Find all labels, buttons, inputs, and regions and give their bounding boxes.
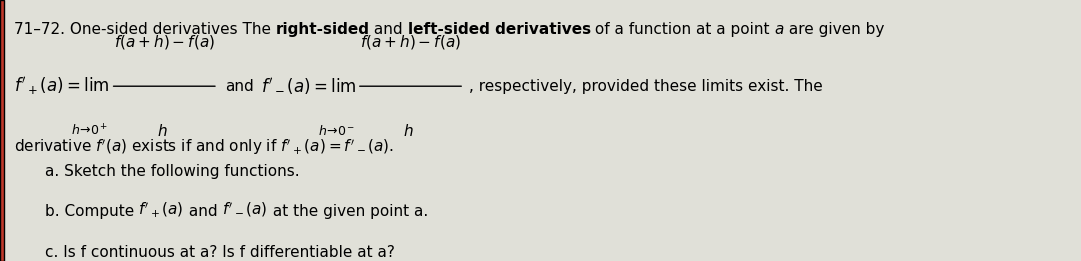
Text: , respectively, provided these limits exist. The: , respectively, provided these limits ex…	[469, 79, 824, 94]
Text: at the given point a.: at the given point a.	[268, 205, 428, 220]
Text: 71–72. One-sided derivatives The: 71–72. One-sided derivatives The	[14, 22, 277, 37]
Text: $h$: $h$	[157, 123, 168, 139]
Text: derivative $f'(a)$ exists if and only if $f'_+(a)=f'_-(a)$.: derivative $f'(a)$ exists if and only if…	[14, 137, 395, 157]
Text: b. Compute: b. Compute	[44, 205, 138, 220]
Text: $f'_-(a)$: $f'_-(a)$	[223, 201, 268, 220]
Text: $f(a+h)-f(a)$: $f(a+h)-f(a)$	[360, 33, 462, 51]
Text: right-sided: right-sided	[276, 22, 370, 37]
Text: $f'_+(a) = \lim$: $f'_+(a) = \lim$	[14, 75, 110, 97]
Text: c. Is f continuous at a? Is f differentiable at a?: c. Is f continuous at a? Is f differenti…	[44, 245, 395, 260]
Text: are given by: are given by	[784, 22, 884, 37]
Text: of a function at a point: of a function at a point	[590, 22, 775, 37]
Text: and: and	[370, 22, 408, 37]
Text: and: and	[184, 205, 223, 220]
Text: $f(a+h)-f(a)$: $f(a+h)-f(a)$	[114, 33, 215, 51]
Text: $h\!\to\!0^-$: $h\!\to\!0^-$	[318, 124, 355, 138]
Text: $h$: $h$	[403, 123, 414, 139]
Text: and: and	[226, 79, 254, 94]
Text: left-sided derivatives: left-sided derivatives	[408, 22, 591, 37]
Text: a: a	[774, 22, 784, 37]
Text: a. Sketch the following functions.: a. Sketch the following functions.	[44, 164, 299, 179]
Text: $f'_-(a) = \lim$: $f'_-(a) = \lim$	[261, 76, 356, 96]
Text: $h\!\to\!0^+$: $h\!\to\!0^+$	[71, 123, 109, 138]
Text: $f'_+(a)$: $f'_+(a)$	[138, 200, 184, 220]
